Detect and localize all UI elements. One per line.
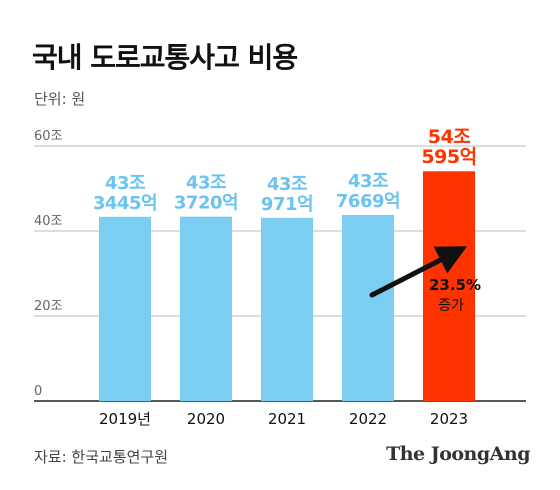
- bar-value-label: 595억: [421, 146, 476, 168]
- brand-logo: The JoongAng: [386, 443, 530, 465]
- bar: [342, 214, 394, 401]
- bar: [180, 216, 232, 401]
- x-tick-label: 2022: [349, 410, 387, 428]
- bar: [99, 216, 151, 401]
- source-note: 자료: 한국교통연구원: [34, 448, 169, 466]
- bar-chart: 020조40조60조43조3445억2019년43조3720억202043조97…: [34, 126, 526, 428]
- bar-value-label: 43조: [348, 171, 388, 192]
- growth-arrow: [369, 246, 468, 298]
- y-tick-label: 60조: [34, 129, 63, 144]
- y-tick-label: 40조: [34, 214, 63, 229]
- bar-value-label: 54조: [428, 126, 470, 148]
- x-tick-label: 2021: [268, 410, 306, 428]
- x-tick-label: 2020: [187, 410, 225, 428]
- bar-value-label: 971억: [261, 194, 313, 215]
- bar-value-label: 3720억: [174, 193, 238, 214]
- bar-value-label: 43조: [267, 174, 307, 195]
- growth-percent-label: 23.5%: [429, 276, 481, 294]
- x-tick-label: 2023: [430, 410, 468, 428]
- x-tick-label: 2019년: [99, 410, 151, 428]
- bar: [261, 217, 313, 401]
- bar-value-label: 3445억: [93, 193, 157, 214]
- chart-title: 국내 도로교통사고 비용: [32, 41, 298, 74]
- bar-value-label: 43조: [186, 173, 226, 194]
- bar-value-label: 43조: [105, 173, 145, 194]
- growth-word-label: 증가: [438, 298, 464, 314]
- unit-label: 단위: 원: [34, 90, 86, 108]
- bar-highlight: [423, 171, 475, 401]
- y-tick-label: 0: [34, 384, 42, 399]
- bar-value-label: 7669억: [336, 191, 400, 212]
- y-tick-label: 20조: [34, 299, 63, 314]
